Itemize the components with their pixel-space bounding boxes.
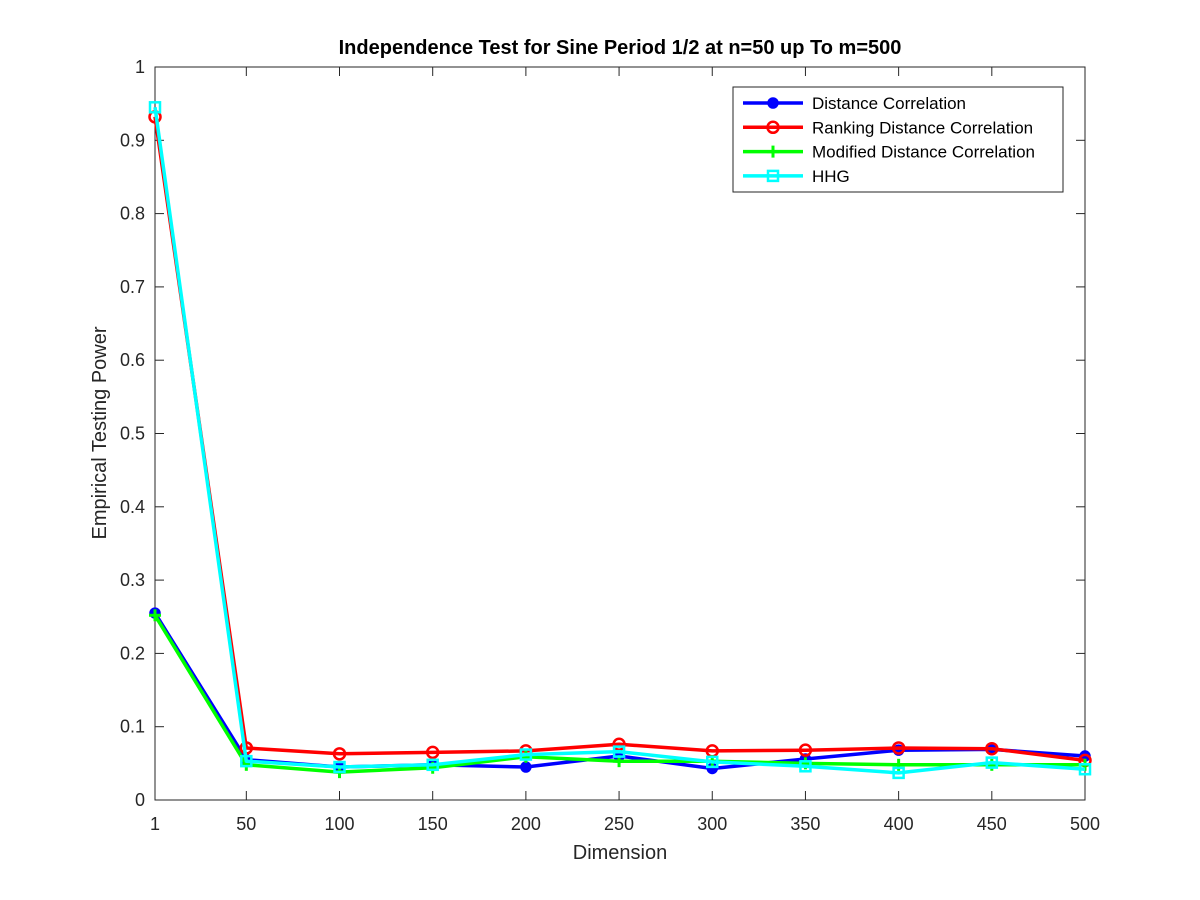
data-point <box>706 755 719 769</box>
data-point <box>798 743 813 757</box>
x-tick-label: 450 <box>977 814 1007 834</box>
data-point <box>148 101 162 114</box>
y-tick-label: 0.2 <box>120 643 145 663</box>
series-layer <box>148 101 1092 780</box>
series-line <box>153 116 1086 763</box>
data-point <box>766 169 780 183</box>
data-point <box>799 760 812 773</box>
y-tick-label: 0.5 <box>120 424 145 444</box>
data-point <box>766 120 780 135</box>
data-point <box>1078 762 1092 776</box>
x-tick-label: 50 <box>236 814 256 834</box>
y-tick-label: 0.9 <box>120 130 145 150</box>
data-point <box>240 754 253 768</box>
data-point <box>985 756 999 769</box>
data-point <box>767 145 779 158</box>
y-tick-label: 0.6 <box>120 350 145 370</box>
y-tick-label: 0 <box>135 790 145 810</box>
data-point <box>425 745 440 760</box>
data-point <box>891 741 906 755</box>
y-tick-label: 0.7 <box>120 277 145 297</box>
legend-entry: Distance Correlation <box>743 94 966 113</box>
legend-entry: HHG <box>743 167 850 186</box>
series-hhg <box>148 101 1092 780</box>
x-axis-label: Dimension <box>573 842 667 864</box>
legend-label: HHG <box>812 167 850 186</box>
y-tick-label: 0.8 <box>120 204 145 224</box>
y-tick-label: 1 <box>135 57 145 77</box>
data-point <box>332 747 347 761</box>
x-axis: 1 50 100 150 200 250 300 350 400 450 500 <box>150 67 1100 834</box>
x-tick-label: 150 <box>418 814 448 834</box>
y-axis: 0 0.1 0.2 0.3 0.4 0.5 0.6 0.7 0.8 0.9 1 <box>120 57 1085 810</box>
data-point <box>612 745 626 758</box>
x-tick-label: 350 <box>790 814 820 834</box>
x-tick-label: 400 <box>884 814 914 834</box>
data-point <box>426 758 439 772</box>
x-tick-label: 1 <box>150 814 160 834</box>
data-point <box>519 748 533 761</box>
x-tick-label: 200 <box>511 814 541 834</box>
legend-entry: Modified Distance Correlation <box>743 143 1035 162</box>
data-point <box>985 741 999 756</box>
data-point <box>520 761 532 773</box>
y-tick-label: 0.4 <box>120 497 145 517</box>
y-tick-label: 0.1 <box>120 717 145 737</box>
data-point <box>612 737 626 752</box>
x-tick-label: 300 <box>697 814 727 834</box>
legend-entry: Ranking Distance Correlation <box>743 118 1033 137</box>
chart-title: Independence Test for Sine Period 1/2 at… <box>339 37 902 59</box>
x-tick-label: 500 <box>1070 814 1100 834</box>
legend-label: Ranking Distance Correlation <box>812 118 1033 137</box>
legend: Distance Correlation Ranking Distance Cor… <box>732 86 1064 193</box>
data-point <box>767 97 779 109</box>
series-line <box>153 107 1086 775</box>
data-point <box>333 760 346 774</box>
x-tick-label: 250 <box>604 814 634 834</box>
x-tick-label: 100 <box>324 814 354 834</box>
y-axis-label: Empirical Testing Power <box>89 326 111 539</box>
data-point <box>892 766 905 780</box>
legend-label: Distance Correlation <box>812 94 966 113</box>
legend-label: Modified Distance Correlation <box>812 143 1035 162</box>
y-tick-label: 0.3 <box>120 570 145 590</box>
data-point <box>149 609 161 622</box>
